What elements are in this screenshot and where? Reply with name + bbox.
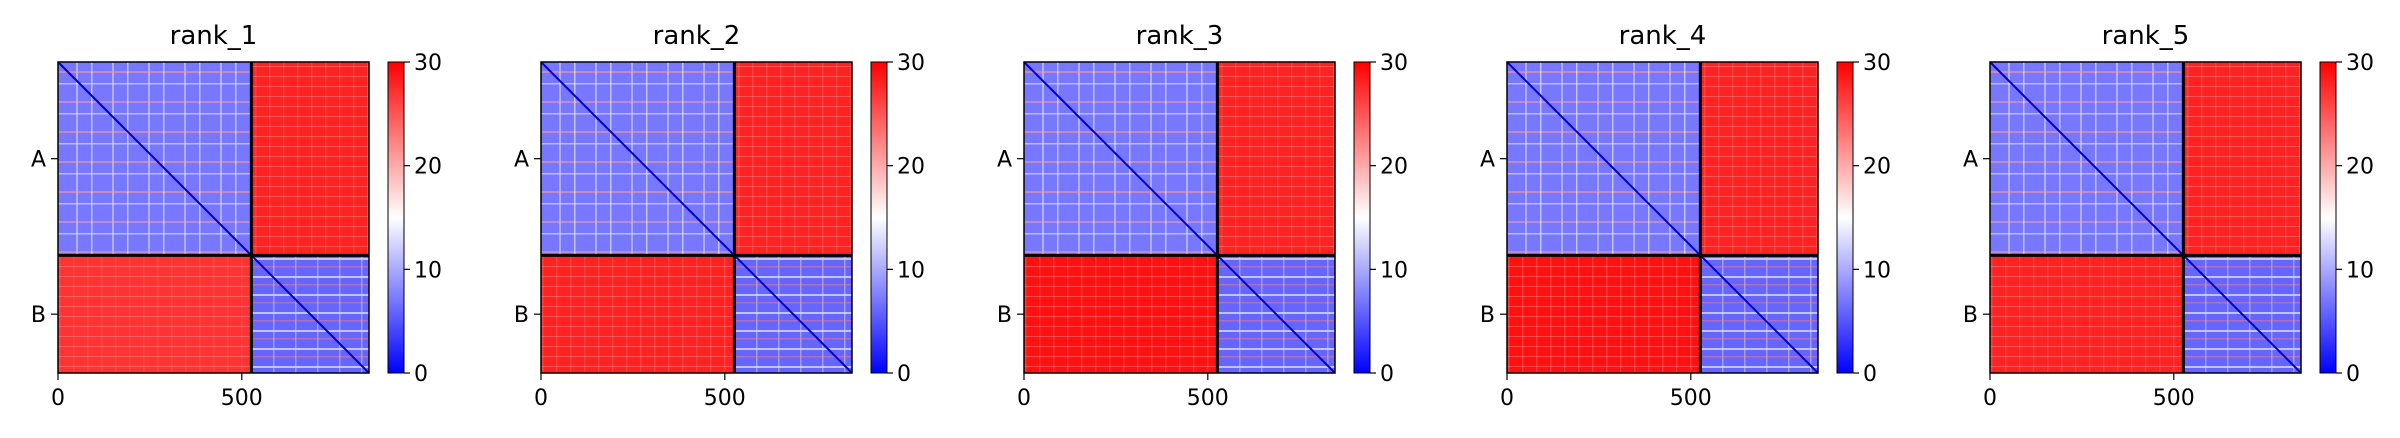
colorbar-tick-label: 0 [1863, 362, 1877, 387]
colorbar-tick-label: 10 [1380, 258, 1408, 283]
colorbar-tick-label: 0 [897, 362, 911, 387]
heatmap-texture-A-B [1700, 62, 1818, 256]
x-tick-label: 0 [1017, 386, 1031, 411]
colorbar-tick-label: 20 [414, 155, 442, 180]
heatmap-frame [1989, 61, 2302, 374]
x-tick-label: 500 [221, 386, 263, 411]
heatmap-texture-A-B [251, 62, 369, 256]
colorbar-tick-label: 30 [414, 51, 442, 76]
y-tick-label-B: B [31, 303, 46, 328]
chart-title: rank_4 [1619, 21, 1707, 51]
x-tick-label: 500 [2153, 386, 2195, 411]
y-tick-label-B: B [1963, 303, 1978, 328]
heatmap-texture-B-A [1990, 255, 2184, 373]
x-tick-label: 500 [704, 386, 746, 411]
chart-title: rank_5 [2102, 21, 2190, 51]
x-tick-label: 0 [1983, 386, 1997, 411]
colorbar-tick-label: 30 [1380, 51, 1408, 76]
colorbar-tick-label: 10 [897, 258, 925, 283]
x-tick-label: 0 [1500, 386, 1514, 411]
y-tick-label-B: B [1480, 303, 1495, 328]
x-tick-label: 0 [51, 386, 65, 411]
x-tick-label: 500 [1187, 386, 1229, 411]
colorbar-tick-label: 10 [2346, 258, 2374, 283]
heatmap-texture-A-B [2183, 62, 2301, 256]
chart-panel-4: rank_4 A B 0 500 0 10 20 30 [1480, 21, 1891, 411]
y-tick-label-A: A [1480, 148, 1495, 173]
heatmap-texture-B-A [58, 255, 252, 373]
colorbar [387, 61, 405, 374]
y-tick-label-B: B [514, 303, 529, 328]
chart-title: rank_2 [653, 21, 741, 51]
colorbar-tick-label: 10 [414, 258, 442, 283]
heatmap-frame [1023, 61, 1336, 374]
y-tick-label-A: A [31, 148, 46, 173]
chart-panel-5: rank_5 A B 0 500 0 10 20 30 [1963, 21, 2374, 411]
colorbar-tick-label: 20 [1380, 155, 1408, 180]
heatmap-diagonal [1989, 61, 2302, 374]
x-tick-label: 0 [534, 386, 548, 411]
colorbar-tick-label: 0 [414, 362, 428, 387]
colorbar-tick-label: 20 [1863, 155, 1891, 180]
y-tick-label-A: A [997, 148, 1012, 173]
colorbar [1836, 61, 1854, 374]
heatmap-frame [540, 61, 853, 374]
heatmap-frame [1506, 61, 1819, 374]
colorbar-tick-label: 0 [2346, 362, 2360, 387]
colorbar-tick-label: 20 [2346, 155, 2374, 180]
heatmap-texture-A-B [1217, 62, 1335, 256]
y-tick-label-B: B [997, 303, 1012, 328]
chart-title: rank_3 [1136, 21, 1224, 51]
colorbar-tick-label: 0 [1380, 362, 1394, 387]
colorbar-tick-label: 20 [897, 155, 925, 180]
colorbar-tick-label: 10 [1863, 258, 1891, 283]
heatmap-diagonal [57, 61, 370, 374]
y-tick-label-A: A [1963, 148, 1978, 173]
colorbar [2319, 61, 2337, 374]
y-tick-label-A: A [514, 148, 529, 173]
colorbar-tick-label: 30 [2346, 51, 2374, 76]
heatmap-diagonal [1506, 61, 1819, 374]
chart-panel-3: rank_3 A B 0 500 0 10 20 30 [997, 21, 1408, 411]
colorbar-tick-label: 30 [897, 51, 925, 76]
heatmap-texture-B-A [1507, 255, 1701, 373]
heatmap-texture-B-A [1024, 255, 1218, 373]
chart-panel-2: rank_2 A B 0 500 0 10 20 30 [514, 21, 925, 411]
heatmap-frame [57, 61, 370, 374]
heatmap-texture-A-B [734, 62, 852, 256]
x-tick-label: 500 [1670, 386, 1712, 411]
chart-title: rank_1 [170, 21, 258, 51]
heatmap-diagonal [1023, 61, 1336, 374]
colorbar-tick-label: 30 [1863, 51, 1891, 76]
colorbar [870, 61, 888, 374]
chart-panel-1: rank_1 A B 0 500 0 10 20 30 [31, 21, 442, 411]
heatmap-diagonal [540, 61, 853, 374]
heatmap-texture-B-A [541, 255, 735, 373]
colorbar [1353, 61, 1371, 374]
